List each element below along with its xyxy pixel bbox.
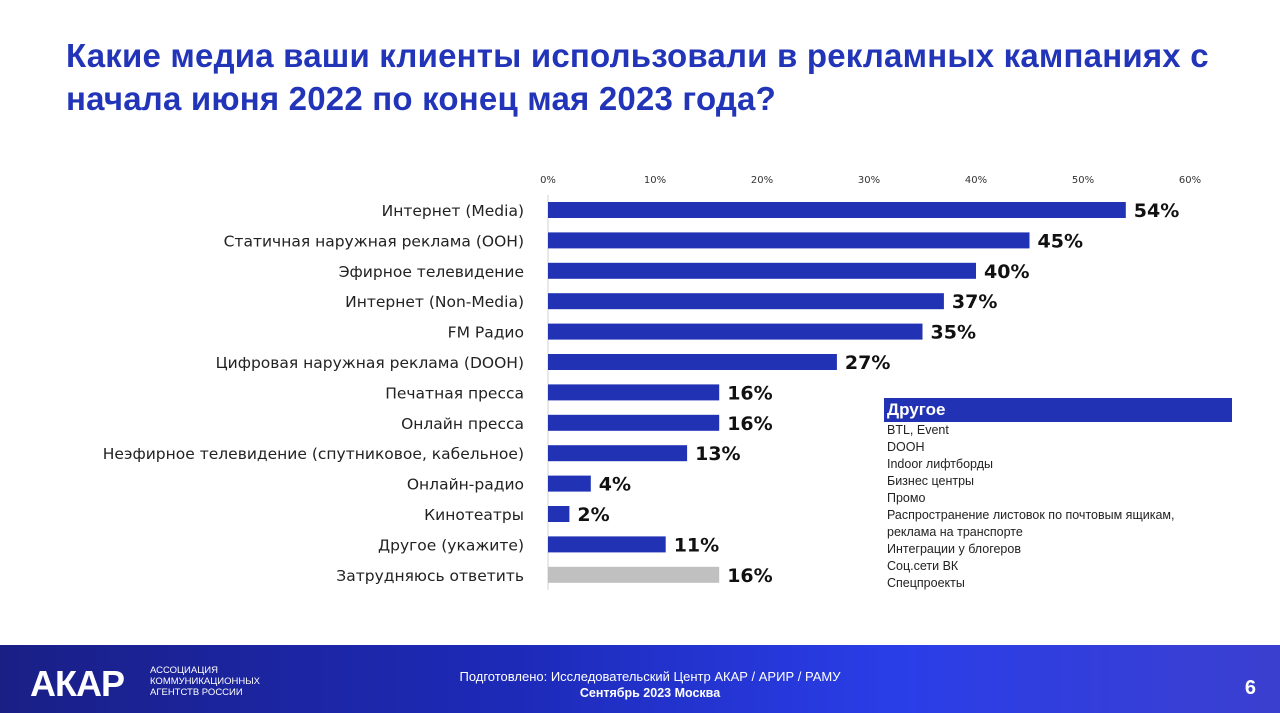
page-number: 6: [1244, 677, 1256, 699]
footer: АКАР АССОЦИАЦИЯ КОММУНИКАЦИОННЫХ АГЕНТСТ…: [0, 645, 1280, 713]
other-header: Другое: [884, 398, 1232, 422]
value-label: 40%: [984, 261, 1029, 283]
other-item: Indoor лифтборды: [887, 457, 993, 471]
x-tick-label: 0%: [540, 175, 556, 186]
value-label: 16%: [727, 565, 772, 587]
bar: [548, 475, 591, 492]
value-label: 16%: [727, 413, 772, 435]
value-label: 2%: [577, 504, 609, 526]
bar: [548, 536, 666, 553]
x-tick-label: 10%: [644, 175, 666, 186]
category-label: Онлайн-радио: [407, 476, 524, 494]
bar: [548, 293, 944, 310]
category-label: Печатная пресса: [385, 384, 524, 402]
logo-sub-line: АССОЦИАЦИЯ: [150, 665, 218, 676]
category-label: Кинотеатры: [424, 506, 524, 524]
logo-subtitle: АССОЦИАЦИЯ КОММУНИКАЦИОННЫХ АГЕНТСТВ РОС…: [150, 665, 260, 698]
category-label: FM Радио: [448, 324, 524, 342]
bar: [548, 354, 837, 370]
value-label: 11%: [674, 534, 719, 556]
category-label: Статичная наружная реклама (OOH): [224, 232, 524, 250]
other-item: реклама на транспорте: [887, 525, 1023, 539]
other-item: Распространение листовок по почтовым ящи…: [887, 508, 1175, 522]
category-label: Эфирное телевидение: [339, 263, 524, 281]
value-label: 54%: [1134, 200, 1179, 222]
category-label: Интернет (Media): [382, 202, 524, 220]
value-label: 45%: [1038, 230, 1083, 252]
category-label: Онлайн пресса: [401, 415, 524, 433]
bar: [548, 323, 923, 340]
x-tick-label: 60%: [1179, 175, 1201, 186]
bar: [548, 202, 1126, 218]
value-label: 16%: [727, 382, 772, 404]
bar: [548, 414, 720, 431]
x-tick-label: 20%: [751, 175, 773, 186]
other-item: Соц.сети ВК: [887, 559, 959, 573]
value-label: 13%: [695, 443, 740, 465]
value-label: 37%: [952, 291, 997, 313]
other-item: Бизнес центры: [887, 474, 975, 488]
other-item: BTL, Event: [887, 423, 949, 437]
other-item: Промо: [887, 491, 926, 505]
other-item: Интеграции у блогеров: [887, 542, 1021, 556]
value-label: 4%: [599, 474, 631, 496]
other-list: BTL, Event DOOH Indoor лифтборды Бизнес …: [884, 422, 1232, 592]
bar: [548, 262, 976, 279]
x-tick-label: 40%: [965, 175, 987, 186]
category-label: Неэфирное телевидение (спутниковое, кабе…: [103, 445, 524, 463]
category-label: Затрудняюсь ответить: [336, 567, 524, 585]
other-box: Другое BTL, Event DOOH Indoor лифтборды …: [884, 398, 1232, 592]
bar: [548, 232, 1030, 249]
bar: [548, 506, 570, 522]
bar-chart: 0% 10% 20% 30% 40% 50% 60% Интернет (Media) 54% С…: [103, 175, 1201, 590]
value-label: 35%: [931, 322, 976, 344]
bar: [548, 566, 720, 583]
logo-sub-line: АГЕНТСТВ РОССИИ: [150, 687, 243, 698]
page-title: Какие медиа ваши клиенты использовали в …: [66, 37, 1209, 117]
x-tick-label: 30%: [858, 175, 880, 186]
logo-sub-line: КОММУНИКАЦИОННЫХ: [150, 676, 260, 687]
prepared-by: Подготовлено: Исследовательский Центр АК…: [459, 669, 841, 684]
category-label: Цифровая наружная реклама (DOOH): [216, 354, 524, 372]
other-item: DOOH: [887, 440, 925, 454]
other-item: Спецпроекты: [887, 576, 965, 590]
bar: [548, 384, 720, 401]
bar: [548, 445, 688, 462]
value-label: 27%: [845, 352, 890, 374]
x-tick-label: 50%: [1072, 175, 1094, 186]
category-label: Другое (укажите): [378, 536, 524, 554]
category-label: Интернет (Non-Media): [345, 293, 524, 311]
akar-logo: АКАР: [30, 663, 125, 704]
date-location: Сентябрь 2023 Москва: [579, 686, 721, 700]
